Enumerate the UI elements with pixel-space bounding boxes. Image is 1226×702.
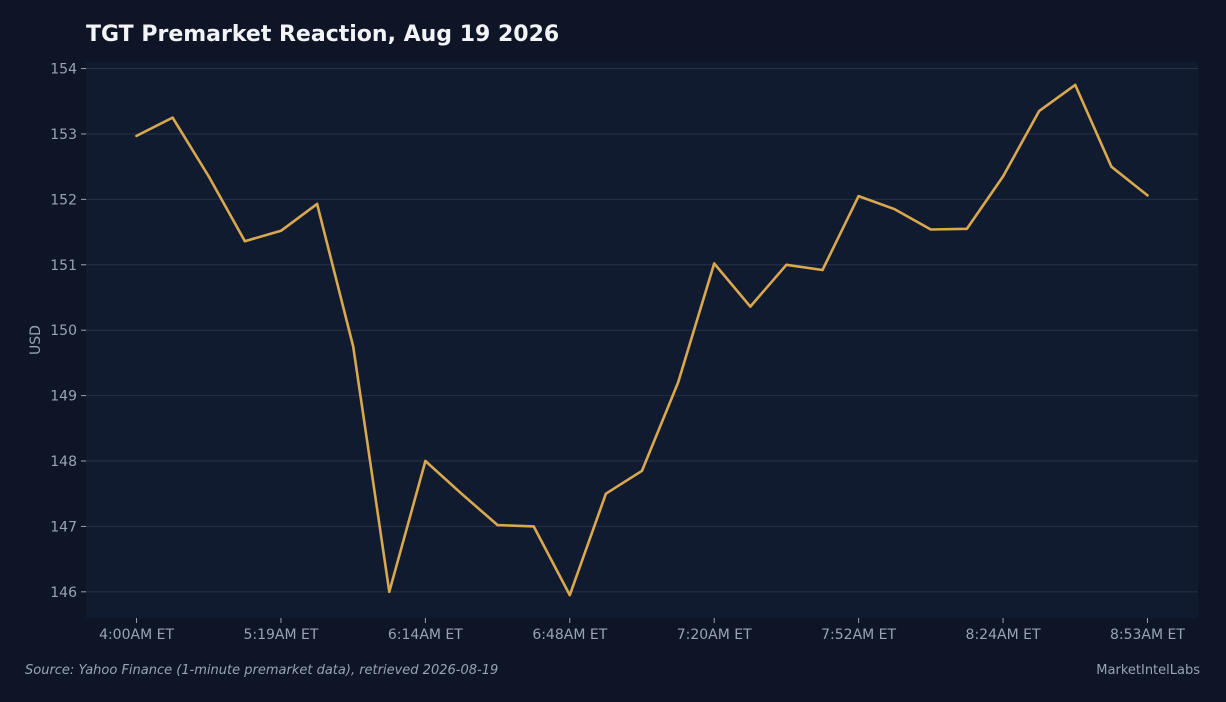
data-point: [929, 228, 932, 231]
y-tick-label: 149: [50, 389, 77, 405]
data-point: [352, 345, 355, 348]
data-point: [207, 175, 210, 178]
data-point: [857, 194, 860, 198]
x-tick-label: 7:52AM ET: [821, 627, 896, 643]
data-point: [1146, 194, 1149, 197]
source-note: Source: Yahoo Finance (1-minute premarke…: [25, 663, 498, 678]
x-axis-ticks: 4:00AM ET 5:19AM ET 6:14AM ET 6:48AM ET 7:20…: [99, 618, 1185, 643]
y-tick-label: 148: [50, 454, 77, 470]
y-tick-label: 151: [50, 258, 77, 274]
x-tick-label: 6:48AM ET: [532, 627, 607, 643]
y-tick-label: 154: [50, 62, 77, 78]
data-point: [749, 305, 752, 308]
series-layer: [135, 83, 1149, 597]
y-tick-label: 153: [50, 127, 77, 143]
data-point: [893, 208, 896, 211]
data-point: [568, 593, 571, 597]
x-tick-label: 6:14AM ET: [388, 627, 463, 643]
plot-area: [86, 62, 1198, 618]
data-point: [1001, 175, 1005, 178]
y-axis-ticks: 146 147 148 149 150 151 152 153 154: [50, 62, 86, 601]
data-point: [171, 116, 174, 119]
x-tick-label: 8:24AM ET: [966, 627, 1041, 643]
data-point: [821, 268, 824, 272]
data-point: [279, 229, 283, 232]
y-tick-label: 147: [50, 519, 77, 535]
data-point: [388, 590, 391, 593]
data-point: [424, 459, 427, 463]
data-point: [1074, 83, 1077, 87]
chart-title: TGT Premarket Reaction, Aug 19 2026: [86, 22, 559, 47]
grid-lines: [86, 68, 1198, 593]
brand-label: MarketIntelLabs: [1096, 663, 1200, 678]
y-tick-label: 152: [50, 192, 77, 208]
data-point: [1037, 109, 1041, 113]
data-point: [243, 240, 247, 243]
data-point: [785, 263, 788, 266]
x-tick-label: 8:53AM ET: [1110, 627, 1185, 643]
x-tick-label: 7:20AM ET: [677, 627, 752, 643]
data-point: [604, 492, 608, 495]
y-tick-label: 150: [50, 323, 77, 339]
x-tick-label: 4:00AM ET: [99, 627, 174, 643]
data-point: [965, 227, 969, 230]
data-point: [315, 202, 319, 206]
data-point: [460, 492, 463, 495]
data-point: [713, 262, 716, 265]
data-point: [1110, 165, 1113, 168]
y-axis-label: USD: [28, 325, 44, 355]
data-point: [640, 469, 644, 472]
y-tick-label: 146: [50, 585, 77, 601]
x-tick-label: 5:19AM ET: [243, 627, 318, 643]
data-point: [532, 525, 535, 528]
data-point: [496, 523, 499, 527]
data-point: [135, 134, 138, 138]
data-point: [676, 381, 680, 384]
